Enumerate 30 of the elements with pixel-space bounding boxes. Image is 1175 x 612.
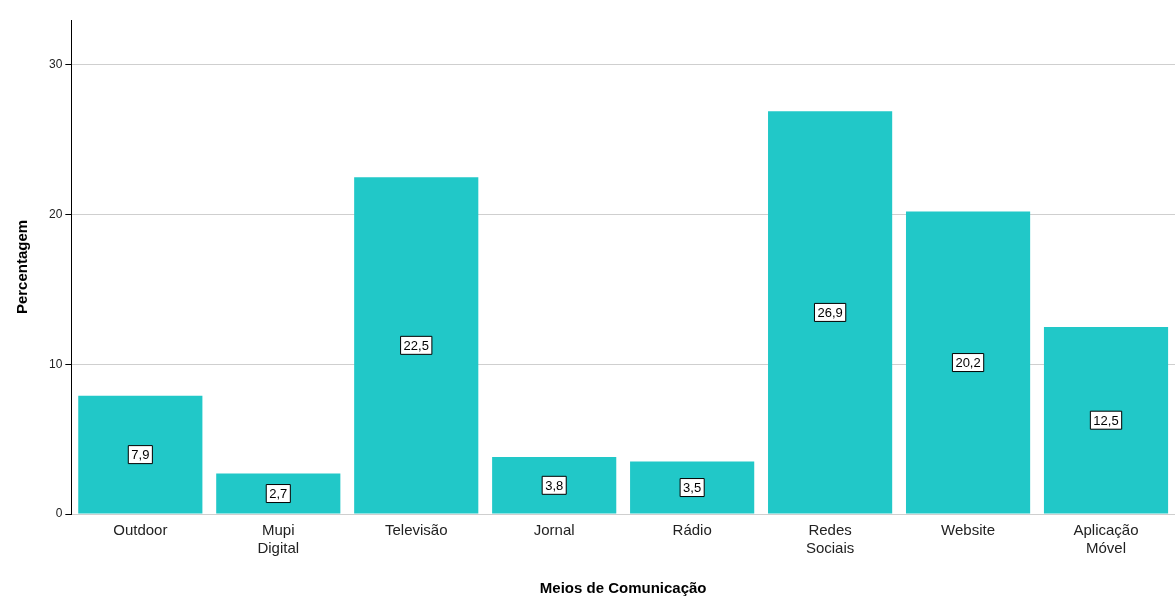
bar <box>1043 326 1169 514</box>
data-label: 12,5 <box>1093 412 1119 428</box>
x-tick-label: Mupi Digital <box>257 521 300 557</box>
x-tick-label: Televisão <box>384 521 448 539</box>
x-tick-label: Jornal <box>533 521 575 539</box>
bar <box>768 111 893 514</box>
y-tick-label: 10 <box>48 356 63 371</box>
x-tick-label: Redes Sociais <box>805 521 855 557</box>
y-tick-label: 30 <box>48 57 63 72</box>
x-tick-label: Website <box>941 521 996 539</box>
bar <box>492 457 617 514</box>
y-tick-label: 20 <box>48 206 63 221</box>
bar <box>630 461 755 514</box>
y-tick-label: 0 <box>55 506 63 521</box>
x-tick-label: Aplicação Móvel <box>1073 521 1139 557</box>
x-tick-label: Rádio <box>672 521 712 539</box>
data-label: 3,5 <box>683 480 702 496</box>
bar <box>216 473 341 514</box>
data-label: 26,9 <box>817 304 843 320</box>
data-label: 22,5 <box>403 337 429 353</box>
x-tick-label: Outdoor <box>113 521 168 539</box>
data-label: 3,8 <box>545 477 564 493</box>
x-axis-title: Meios de Comunicação <box>539 579 707 597</box>
bar <box>78 395 203 514</box>
data-label: 20,2 <box>955 355 981 371</box>
y-axis-title: Percentagem <box>13 219 31 315</box>
bar <box>905 211 1031 514</box>
bar <box>354 177 479 514</box>
data-label: 7,9 <box>131 447 150 463</box>
data-label: 2,7 <box>269 486 288 502</box>
